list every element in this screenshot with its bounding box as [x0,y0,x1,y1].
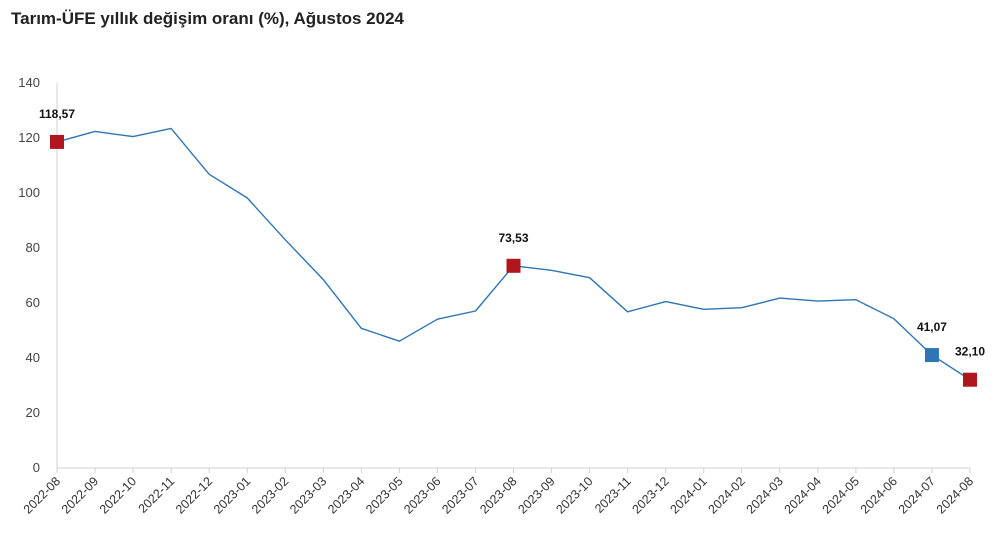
x-tick-label: 2023-12 [629,474,671,516]
x-tick-label: 2023-09 [515,474,557,516]
axes [56,83,970,469]
y-tick-label: 60 [26,295,40,310]
x-tick-label: 2023-05 [363,474,405,516]
x-tick-label: 2023-11 [592,474,634,516]
x-tick-label: 2024-03 [744,474,786,516]
x-tick-label: 2024-06 [858,474,900,516]
data-labels: 118,57 73,53 41,07 32,10 [39,107,985,359]
series-group [56,127,971,381]
x-tick-label: 2023-06 [401,474,443,516]
data-label: 73,53 [498,231,528,245]
y-tick-label: 140 [18,75,40,90]
x-tick-label: 2022-11 [136,474,178,516]
x-tick-label: 2022-08 [21,474,63,516]
x-tick-label: 2022-09 [59,474,101,516]
x-tick-label: 2023-10 [553,474,595,516]
series-line [56,127,971,381]
x-tick-label: 2023-02 [249,474,291,516]
data-label: 118,57 [39,107,75,121]
x-tick-label: 2024-08 [934,474,976,516]
y-axis-ticks: 0 20 40 60 80 100 120 140 [18,75,40,475]
x-tick-label: 2023-01 [211,474,253,516]
highlight-markers [50,134,977,387]
x-tick-label: 2024-05 [820,474,862,516]
highlight-marker [924,348,939,363]
y-tick-label: 120 [18,130,40,145]
chart-title: Tarım-ÜFE yıllık değişim oranı (%), Ağus… [11,9,404,28]
x-tick-label: 2024-04 [782,474,824,516]
y-tick-label: 40 [26,350,40,365]
highlight-marker [963,372,977,387]
x-tick-label: 2022-12 [173,474,215,516]
highlight-marker [506,258,521,273]
x-axis-ticks: 2022-082022-092022-102022-112022-122023-… [21,468,976,517]
data-label: 32,10 [955,345,985,359]
x-tick-label: 2023-07 [439,474,481,516]
y-tick-label: 80 [26,240,40,255]
x-tick-label: 2022-10 [97,474,139,516]
x-tick-label: 2024-02 [706,474,748,516]
y-tick-label: 20 [26,405,40,420]
highlight-marker [50,134,64,149]
data-label: 41,07 [917,320,947,334]
x-tick-label: 2024-07 [896,474,938,516]
x-tick-label: 2023-03 [287,474,329,516]
y-tick-label: 0 [33,460,40,475]
x-tick-label: 2023-08 [477,474,519,516]
x-tick-label: 2024-01 [667,474,709,516]
x-tick-label: 2023-04 [325,474,367,516]
y-tick-label: 100 [18,185,40,200]
